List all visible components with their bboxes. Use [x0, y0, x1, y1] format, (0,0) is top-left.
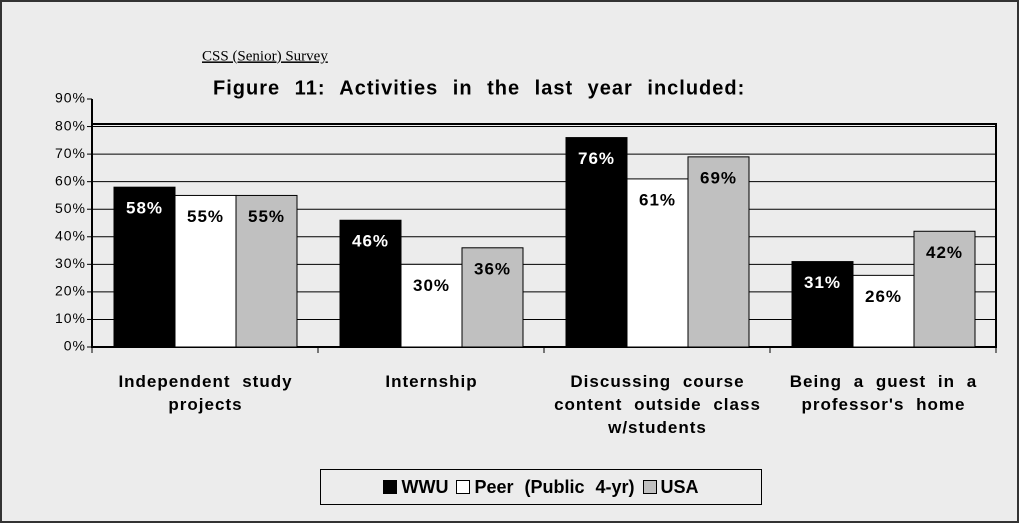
data-label: 58% — [126, 199, 163, 218]
y-tick-label: 20% — [55, 283, 86, 299]
y-tick-label: 50% — [55, 200, 86, 216]
legend-swatch — [642, 480, 657, 494]
data-label: 61% — [639, 190, 676, 209]
data-label: 26% — [865, 287, 902, 306]
y-tick-label: 60% — [55, 172, 86, 188]
bar — [113, 186, 176, 348]
data-label: 55% — [248, 207, 285, 226]
x-tick-label: Independent study projects — [118, 372, 293, 414]
legend-item: USA — [642, 476, 699, 498]
chart-title: Figure 11: Activities in the last year i… — [213, 77, 745, 99]
data-label: 76% — [578, 149, 615, 168]
bar — [461, 247, 524, 348]
bar — [913, 230, 976, 348]
bar — [791, 261, 854, 348]
legend-swatch — [456, 480, 471, 494]
legend-swatch — [383, 480, 398, 494]
bar — [626, 178, 689, 348]
y-tick-label: 0% — [64, 338, 86, 354]
y-tick-label: 80% — [55, 117, 86, 133]
y-tick-label: 40% — [55, 227, 86, 243]
y-tick-label: 90% — [55, 90, 86, 106]
legend: WWU Peer (Public 4-yr) USA — [320, 469, 762, 505]
data-label: 36% — [474, 259, 511, 278]
data-label: 31% — [804, 273, 841, 292]
y-tick-label: 30% — [55, 255, 86, 271]
bar — [565, 137, 628, 348]
bar — [235, 194, 298, 348]
legend-label: Peer (Public 4-yr) — [474, 476, 635, 497]
data-label: 69% — [700, 168, 737, 187]
chart-subtitle: CSS (Senior) Survey — [202, 48, 328, 64]
data-label: 46% — [352, 232, 389, 251]
x-tick-label: Internship — [385, 372, 478, 391]
data-label: 30% — [413, 276, 450, 295]
legend-item: WWU — [383, 477, 448, 498]
legend-label: WWU — [401, 476, 449, 497]
bar — [174, 194, 237, 348]
legend-label: USA — [660, 476, 699, 497]
data-label: 55% — [187, 207, 224, 226]
bar — [339, 219, 402, 348]
bar — [687, 156, 750, 348]
x-tick-label: Being a guest in a professor's home — [789, 372, 978, 414]
y-tick-label: 70% — [55, 145, 86, 161]
data-label: 42% — [926, 243, 963, 262]
legend-item: Peer (Public 4-yr) — [456, 476, 635, 498]
y-tick-label: 10% — [55, 310, 86, 326]
bar — [400, 263, 463, 348]
x-tick-label: Discussing course content outside class … — [554, 372, 761, 437]
